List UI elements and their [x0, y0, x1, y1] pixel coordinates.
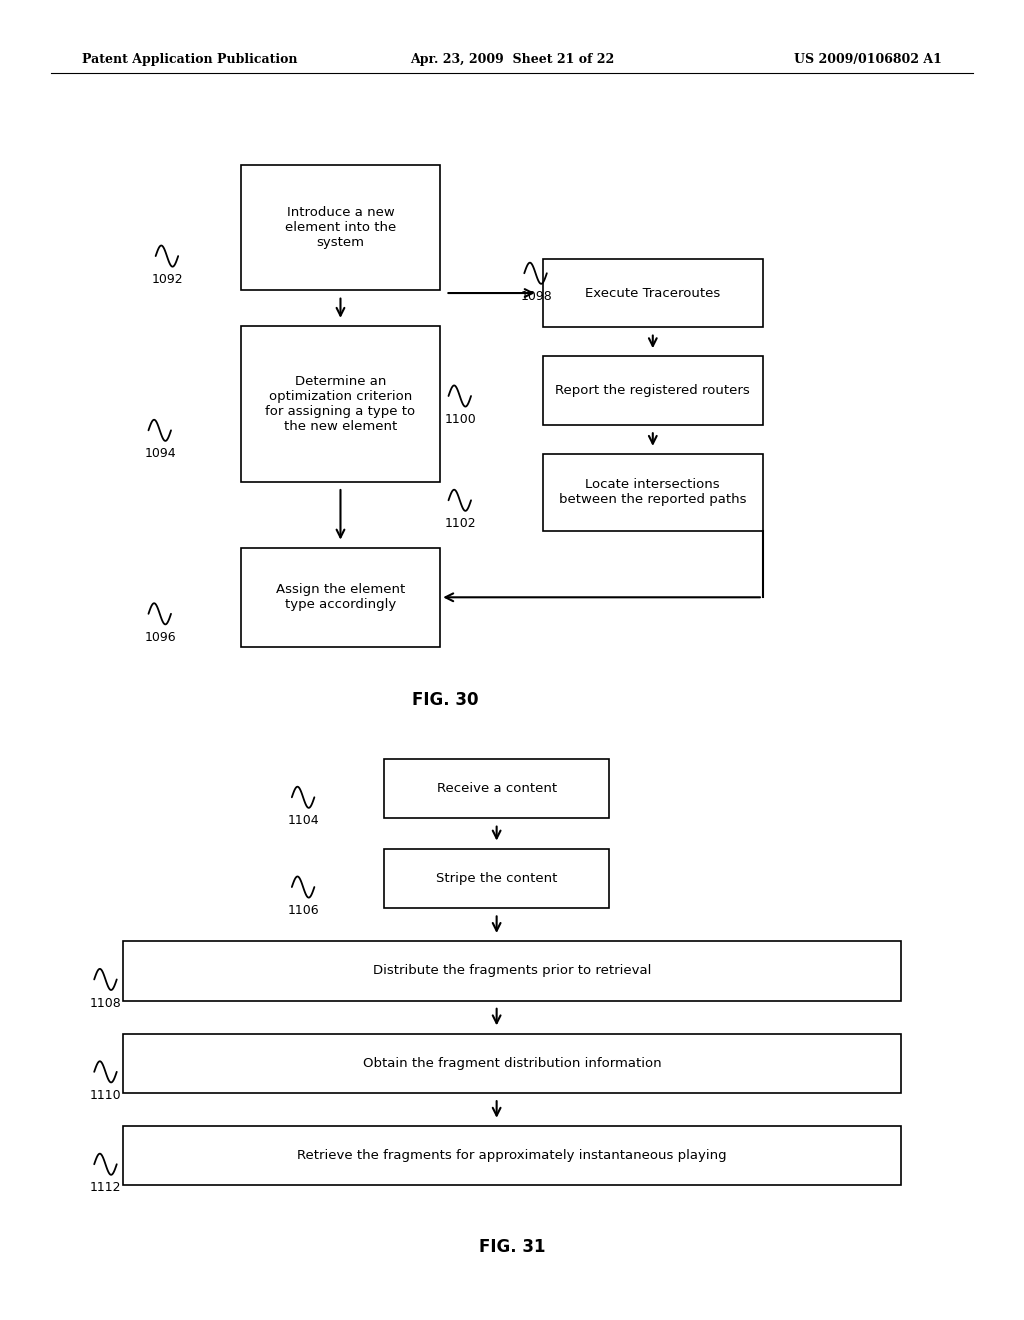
Text: US 2009/0106802 A1: US 2009/0106802 A1: [795, 53, 942, 66]
Bar: [384, 759, 609, 818]
Text: Distribute the fragments prior to retrieval: Distribute the fragments prior to retrie…: [373, 965, 651, 977]
Text: Receive a content: Receive a content: [436, 783, 557, 795]
Bar: [543, 259, 763, 327]
Text: Obtain the fragment distribution information: Obtain the fragment distribution informa…: [362, 1057, 662, 1069]
Bar: [241, 548, 440, 647]
Text: 1094: 1094: [144, 447, 176, 461]
Bar: [123, 1034, 901, 1093]
Text: 1104: 1104: [288, 814, 319, 828]
Bar: [543, 356, 763, 425]
Text: Determine an
optimization criterion
for assigning a type to
the new element: Determine an optimization criterion for …: [265, 375, 416, 433]
Text: Execute Traceroutes: Execute Traceroutes: [585, 286, 721, 300]
Bar: [241, 165, 440, 290]
Text: 1092: 1092: [152, 273, 183, 286]
Bar: [123, 941, 901, 1001]
Text: 1108: 1108: [90, 997, 122, 1010]
Text: Apr. 23, 2009  Sheet 21 of 22: Apr. 23, 2009 Sheet 21 of 22: [410, 53, 614, 66]
Text: 1106: 1106: [288, 904, 319, 917]
Text: 1102: 1102: [444, 517, 476, 531]
Text: FIG. 30: FIG. 30: [413, 690, 478, 709]
Text: Retrieve the fragments for approximately instantaneous playing: Retrieve the fragments for approximately…: [297, 1150, 727, 1162]
Bar: [241, 326, 440, 482]
Text: 1096: 1096: [144, 631, 176, 644]
Bar: [543, 454, 763, 531]
Bar: [123, 1126, 901, 1185]
Text: 1110: 1110: [90, 1089, 122, 1102]
Text: Assign the element
type accordingly: Assign the element type accordingly: [275, 583, 406, 611]
Text: Locate intersections
between the reported paths: Locate intersections between the reporte…: [559, 478, 746, 507]
Text: Patent Application Publication: Patent Application Publication: [82, 53, 297, 66]
Text: 1112: 1112: [90, 1181, 122, 1195]
Text: Introduce a new
element into the
system: Introduce a new element into the system: [285, 206, 396, 249]
Text: FIG. 31: FIG. 31: [479, 1238, 545, 1257]
Bar: [384, 849, 609, 908]
Text: Stripe the content: Stripe the content: [436, 873, 557, 884]
Text: 1100: 1100: [444, 413, 476, 426]
Text: Report the registered routers: Report the registered routers: [555, 384, 751, 397]
Text: 1098: 1098: [520, 290, 552, 304]
